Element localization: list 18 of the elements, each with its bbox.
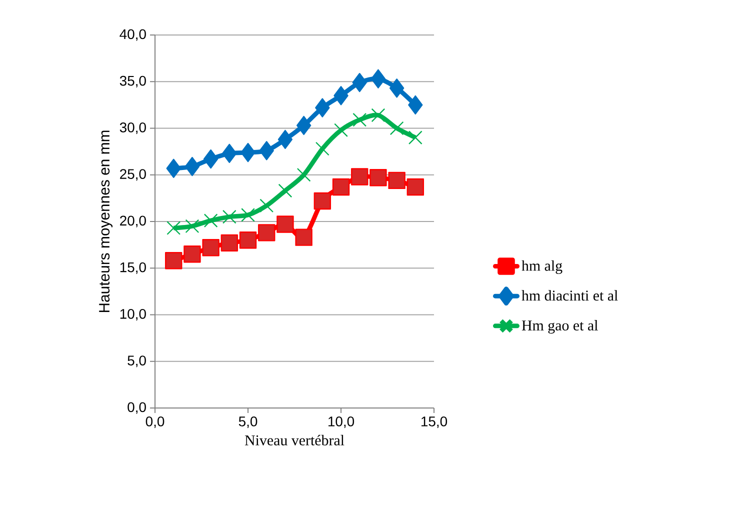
y-axis-title: Hauteurs moyennes en mm [99,130,112,312]
y-tick-label: 5,0 [128,356,146,368]
y-tick-label: 40,0 [120,29,146,41]
y-tick-label: 0,0 [128,402,146,414]
x-tick-label: 0,0 [146,416,164,428]
y-tick-label: 10,0 [120,308,146,320]
x-tick-label: 10,0 [328,416,354,428]
y-tick-label: 30,0 [120,122,146,134]
legend-label: hm diacinti et al [522,290,618,301]
x-tick-label: 5,0 [238,416,258,428]
y-tick-label: 15,0 [120,262,146,274]
legend-label: Hm gao et al [522,320,598,334]
y-tick-label: 35,0 [120,76,146,88]
y-tick-label: 25,0 [120,169,146,181]
x-tick-label: 15,0 [422,416,448,428]
y-tick-label: 20,0 [120,216,146,228]
x-axis-title: Niveau vertébral [244,434,344,446]
legend-label: hm alg [522,260,562,274]
